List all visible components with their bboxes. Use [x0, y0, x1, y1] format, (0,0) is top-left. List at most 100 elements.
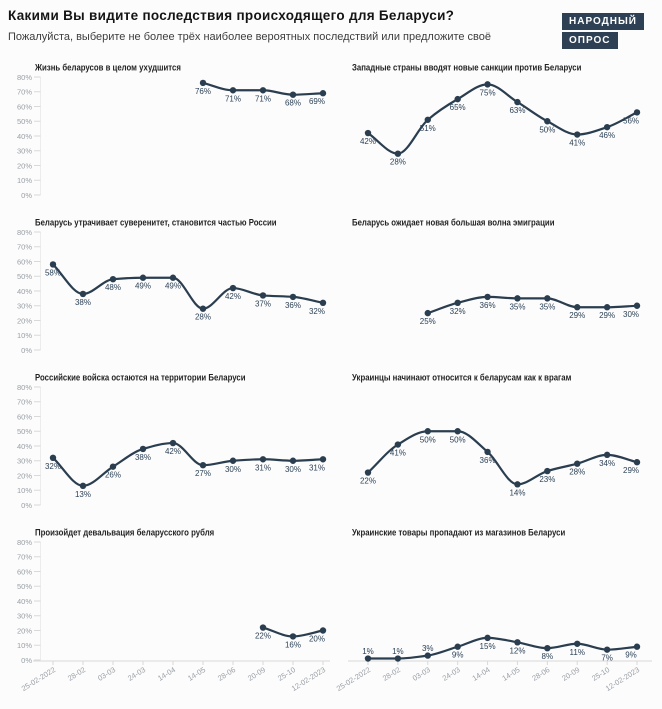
data-point	[603, 451, 611, 459]
y-tick-label: 30%	[17, 302, 32, 311]
panel-title: Украинцы начинают относится к беларусам …	[352, 373, 571, 384]
data-point	[424, 428, 431, 435]
data-point	[394, 655, 402, 662]
data-point	[424, 309, 431, 317]
value-label: 71%	[225, 94, 241, 103]
data-point	[229, 284, 237, 292]
y-tick-label: 70%	[17, 398, 32, 407]
data-point	[319, 90, 327, 97]
value-label: 20%	[309, 635, 325, 644]
data-point	[319, 456, 327, 463]
value-label: 3%	[422, 644, 434, 653]
page-subtitle: Пожалуйста, выберите не более трёх наибо…	[8, 31, 492, 43]
logo-line-1: НАРОДНЫЙ	[562, 13, 644, 30]
value-label: 37%	[255, 299, 271, 308]
value-label: 41%	[569, 139, 585, 148]
data-point	[574, 460, 581, 467]
value-label: 9%	[452, 651, 464, 660]
data-point	[633, 109, 641, 116]
x-tick-label: 14-05	[500, 665, 521, 683]
panel-title: Беларусь ожидает новая большая волна эми…	[352, 218, 555, 229]
y-tick-label: 30%	[17, 147, 32, 156]
x-tick-label: 20-09	[246, 665, 267, 683]
x-tick-label: 24-03	[441, 665, 462, 683]
value-label: 28%	[195, 313, 211, 322]
y-tick-label: 30%	[17, 457, 32, 466]
value-label: 30%	[285, 465, 301, 474]
value-label: 42%	[225, 292, 241, 301]
data-point	[424, 116, 431, 123]
x-tick-label: 12-02-2023	[604, 665, 641, 693]
x-tick-label: 25-10	[590, 665, 611, 683]
y-tick-label: 0%	[21, 656, 32, 665]
x-tick-label: 14-04	[471, 665, 492, 683]
panel-title: Жизнь беларусов в целом ухудшится	[34, 63, 181, 74]
value-label: 36%	[480, 456, 496, 465]
value-label: 22%	[255, 632, 271, 641]
y-tick-label: 10%	[17, 486, 32, 495]
y-tick-label: 40%	[17, 132, 32, 141]
data-point	[259, 87, 267, 94]
data-point	[364, 469, 372, 476]
data-point	[454, 299, 461, 306]
data-point	[169, 439, 177, 447]
data-point	[514, 639, 521, 646]
x-tick-label: 14-05	[186, 665, 207, 683]
y-tick-label: 70%	[17, 553, 32, 562]
value-label: 35%	[539, 302, 555, 311]
panel-title: Западные страны вводят новые санкции про…	[352, 63, 582, 74]
value-label: 31%	[255, 463, 271, 472]
data-point	[319, 299, 327, 306]
value-label: 69%	[309, 97, 325, 106]
y-tick-label: 20%	[17, 626, 32, 635]
x-tick-label: 12-02-2023	[290, 665, 327, 693]
data-point	[199, 79, 207, 87]
value-label: 29%	[623, 466, 639, 475]
value-label: 49%	[165, 282, 181, 291]
x-tick-label: 28-02	[66, 665, 87, 683]
data-point	[484, 448, 491, 456]
value-label: 30%	[623, 310, 639, 319]
chart-panel: Произойдет девальвация беларусского рубл…	[17, 528, 330, 693]
data-point	[514, 295, 521, 302]
panel-title: Беларусь утрачивает суверенитет, станови…	[35, 218, 277, 229]
chart-panel: Российские войска остаются на территории…	[17, 373, 327, 510]
x-tick-label: 28-02	[381, 665, 402, 683]
value-label: 32%	[450, 307, 466, 316]
data-point	[109, 463, 117, 470]
y-tick-label: 60%	[17, 257, 32, 266]
panel-title: Российские войска остаются на территории…	[35, 373, 246, 384]
value-label: 8%	[542, 652, 554, 661]
data-point	[49, 261, 57, 268]
data-point	[454, 95, 461, 103]
value-label: 51%	[420, 124, 436, 133]
data-point	[289, 633, 297, 640]
data-point	[394, 150, 402, 157]
value-label: 63%	[509, 106, 525, 115]
value-label: 35%	[509, 302, 525, 311]
logo-line-2: ОПРОС	[562, 32, 618, 49]
value-label: 42%	[165, 447, 181, 456]
value-label: 11%	[570, 648, 585, 657]
data-point	[544, 467, 551, 475]
line-series	[366, 430, 639, 486]
data-point	[289, 457, 297, 464]
x-tick-label: 25-10	[276, 665, 297, 683]
x-tick-label: 28-06	[530, 665, 551, 683]
line-series	[51, 441, 325, 487]
y-tick-label: 70%	[17, 243, 32, 252]
value-label: 50%	[450, 435, 466, 444]
value-label: 29%	[599, 311, 615, 320]
data-point	[229, 457, 237, 464]
value-label: 16%	[285, 640, 301, 649]
data-point	[603, 304, 611, 311]
data-point	[484, 81, 491, 88]
data-point	[514, 481, 521, 488]
value-label: 1%	[392, 647, 404, 656]
chart-panel: Беларусь утрачивает суверенитет, станови…	[17, 218, 327, 355]
data-point	[229, 87, 237, 94]
value-label: 75%	[480, 88, 496, 97]
value-label: 31%	[309, 463, 325, 472]
value-label: 26%	[105, 471, 121, 480]
